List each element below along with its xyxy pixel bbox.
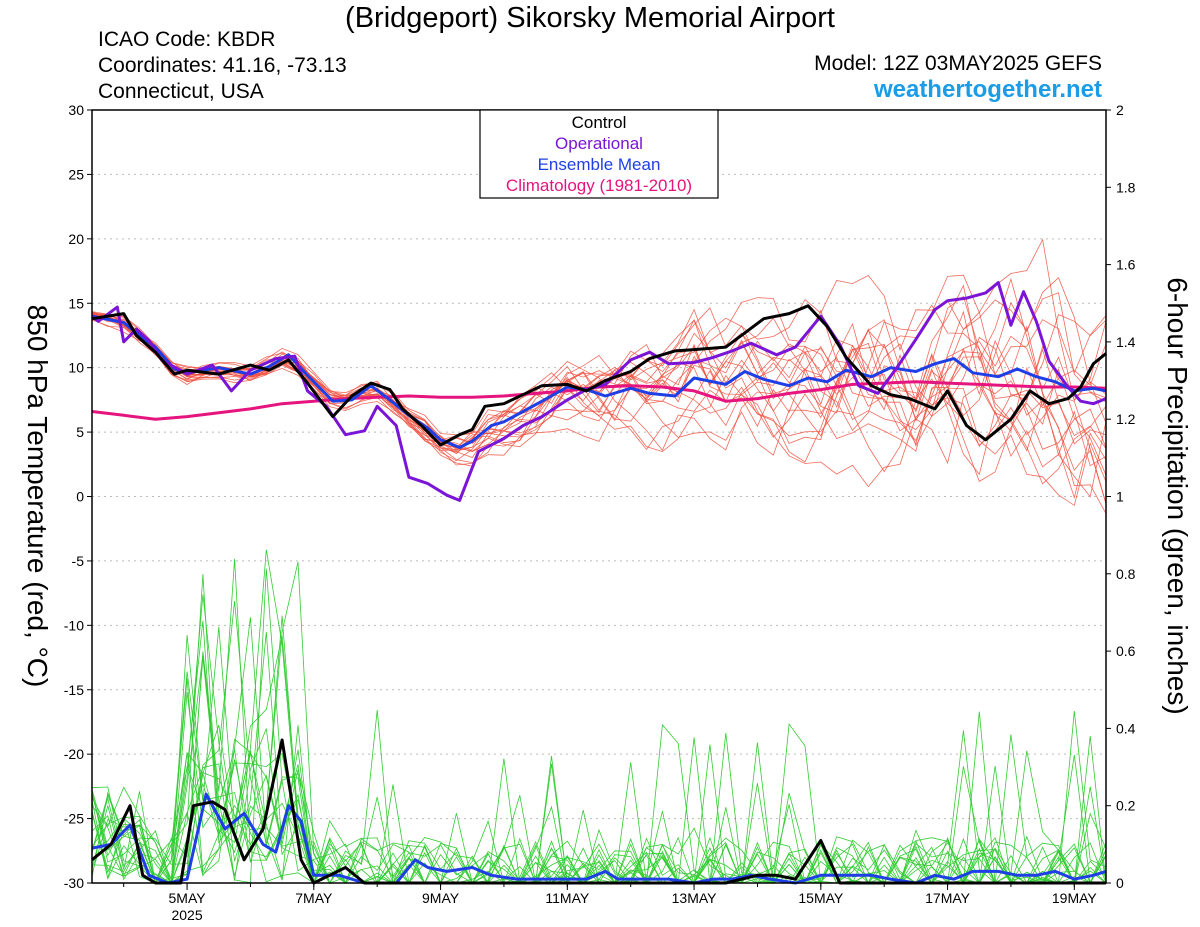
- tick-label-x: 7MAY: [295, 890, 333, 906]
- y-axis-right-label: 6-hour Precipitation (green, inches): [1162, 277, 1193, 714]
- legend-operational: Operational: [555, 134, 643, 153]
- precip-member-line: [91, 620, 1107, 884]
- tick-label-left: -20: [64, 746, 84, 762]
- tick-label-left: -5: [72, 553, 85, 569]
- temp-member-line: [91, 314, 1107, 451]
- legend: Control Operational Ensemble Mean Climat…: [479, 109, 719, 199]
- tick-label-right: 0: [1116, 875, 1124, 891]
- legend-climatology: Climatology (1981-2010): [506, 176, 692, 195]
- model-run: Model: 12Z 03MAY2025 GEFS: [814, 52, 1102, 75]
- temp-control-line: [91, 304, 1107, 447]
- tick-label-right: 2: [1116, 102, 1124, 118]
- ensemble-members: [91, 238, 1107, 885]
- legend-ensemble-mean: Ensemble Mean: [538, 155, 661, 174]
- location: Connecticut, USA: [98, 80, 264, 103]
- chart-title: (Bridgeport) Sikorsky Memorial Airport: [345, 2, 835, 34]
- precip-member-line: [91, 635, 1107, 885]
- tick-label-left: -10: [64, 617, 84, 633]
- series-lines: [91, 281, 1107, 885]
- tick-label-right: 1.8: [1116, 179, 1136, 195]
- tick-label-x: 9MAY: [422, 890, 460, 906]
- tick-label-x: 17MAY: [925, 890, 971, 906]
- site-name[interactable]: weathertogether.net: [873, 76, 1102, 103]
- precip-member-line: [91, 738, 1107, 885]
- temp-member-line: [91, 312, 1107, 507]
- legend-box: [479, 109, 719, 199]
- coordinates: Coordinates: 41.16, -73.13: [98, 54, 347, 77]
- tick-label-x: 19MAY: [1052, 890, 1098, 906]
- tick-label-left: 25: [68, 166, 84, 182]
- axis-ticks: 302520151050-5-10-15-20-25-3021.81.61.41…: [64, 102, 1136, 923]
- temp-member-line: [91, 277, 1107, 467]
- tick-label-right: 0.6: [1116, 643, 1136, 659]
- tick-label-right: 0.2: [1116, 798, 1136, 814]
- tick-label-right: 1.2: [1116, 411, 1136, 427]
- tick-label-x: 15MAY: [798, 890, 844, 906]
- tick-label-right: 1.6: [1116, 257, 1136, 273]
- tick-label-left: -25: [64, 811, 84, 827]
- tick-label-x: 13MAY: [672, 890, 718, 906]
- tick-label-left: -30: [64, 875, 84, 891]
- precip-member-line: [91, 615, 1107, 885]
- tick-label-left: 30: [68, 102, 84, 118]
- tick-label-x-year: 2025: [171, 907, 202, 923]
- precip-member-line: [91, 635, 1106, 884]
- temp-member-line: [91, 313, 1107, 485]
- tick-label-left: 10: [68, 360, 84, 376]
- precip-member-line: [91, 617, 1106, 885]
- icao-code: ICAO Code: KBDR: [98, 28, 276, 51]
- tick-label-left: -15: [64, 682, 84, 698]
- tick-label-left: 20: [68, 231, 84, 247]
- tick-label-left: 15: [68, 295, 84, 311]
- tick-label-right: 0.4: [1116, 720, 1136, 736]
- tick-label-right: 0.8: [1116, 566, 1136, 582]
- tick-label-x: 11MAY: [545, 890, 589, 906]
- y-axis-left-label: 850 hPa Temperature (red, °C): [22, 305, 53, 688]
- tick-label-right: 1: [1116, 489, 1124, 505]
- legend-control: Control: [572, 113, 627, 132]
- tick-label-x: 5MAY: [169, 890, 207, 906]
- gridlines: [92, 173, 1106, 820]
- tick-label-left: 5: [76, 424, 84, 440]
- tick-label-right: 1.4: [1116, 334, 1136, 350]
- tick-label-left: 0: [76, 489, 84, 505]
- temp-member-line: [91, 307, 1107, 476]
- precip-ensemble-mean-line: [91, 792, 1107, 885]
- temp-member-line: [91, 238, 1107, 464]
